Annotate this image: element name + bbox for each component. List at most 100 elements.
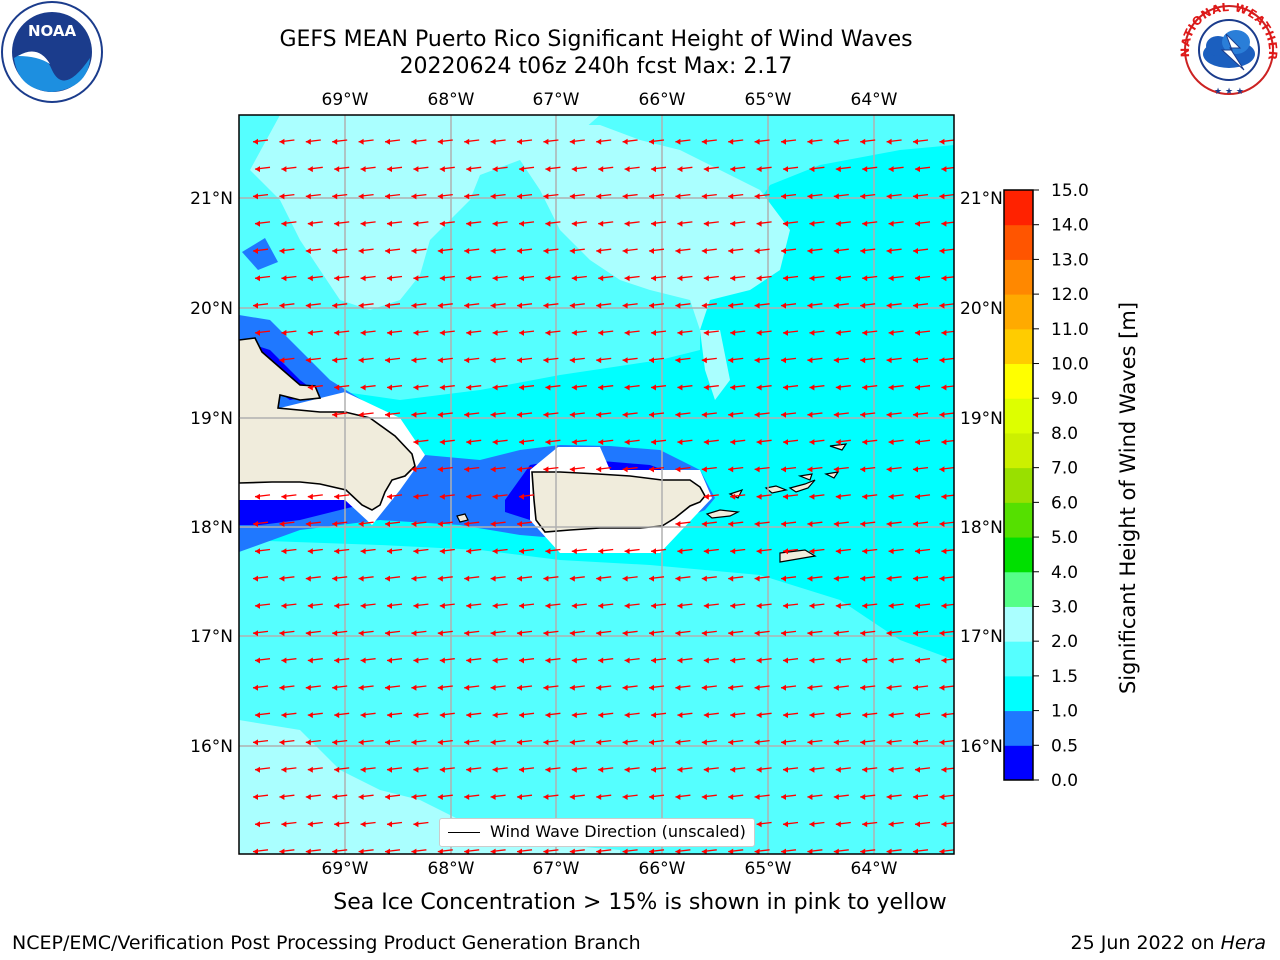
wind-wave-arrowhead	[360, 766, 366, 773]
wind-wave-arrowhead	[886, 575, 892, 582]
wind-wave-arrowhead	[334, 602, 340, 609]
wind-wave-arrowhead	[596, 138, 602, 145]
wind-wave-arrowhead	[862, 329, 868, 336]
wind-wave-arrowhead	[464, 521, 470, 527]
wind-wave-arrowhead	[466, 384, 472, 391]
wind-wave-arrowhead	[596, 794, 602, 800]
wind-wave-arrowhead	[624, 166, 630, 173]
wind-wave-arrowhead	[941, 166, 947, 173]
wind-wave-arrowhead	[334, 493, 340, 500]
lon-label-top: 66°W	[639, 90, 686, 110]
wind-wave-arrowhead	[571, 548, 577, 555]
wind-wave-arrowhead	[413, 548, 419, 555]
wind-wave-arrowhead	[675, 630, 681, 637]
wind-wave-arrowhead	[783, 548, 788, 555]
wind-wave-arrowhead	[519, 166, 524, 173]
wind-wave-arrowhead	[464, 302, 470, 309]
wind-wave-arrowhead	[464, 193, 470, 200]
wind-wave-arrowhead	[387, 766, 392, 773]
wind-wave-arrowhead	[941, 329, 947, 336]
wind-wave-arrowhead	[701, 466, 707, 473]
colorbar-tick-label: 6.0	[1051, 493, 1078, 513]
wind-wave-arrowhead	[862, 384, 868, 391]
wind-wave-arrowhead	[701, 630, 707, 637]
wind-wave-arrowhead	[862, 493, 868, 500]
wind-wave-arrowhead	[439, 275, 445, 282]
wind-wave-arrowhead	[466, 275, 472, 282]
colorbar-tick-label: 1.5	[1051, 667, 1078, 687]
wind-wave-arrowhead	[835, 220, 841, 227]
wind-wave-arrowhead	[334, 384, 340, 391]
wind-wave-arrowhead	[334, 766, 340, 773]
wind-wave-arrowhead	[728, 848, 734, 854]
wind-wave-arrowhead	[490, 521, 496, 527]
wind-wave-arrowhead	[492, 712, 498, 719]
wind-wave-arrowhead	[519, 439, 524, 446]
wind-wave-arrowhead	[730, 384, 736, 391]
gridlines	[239, 115, 954, 854]
wind-wave-arrowhead	[833, 193, 839, 200]
lon-label-top: 68°W	[428, 90, 475, 110]
wind-wave-arrowhead	[781, 138, 786, 145]
wind-wave-arrowhead	[649, 684, 654, 691]
wind-wave-arrowhead	[596, 575, 602, 582]
colorbar-segment	[1004, 675, 1033, 712]
wind-wave-arrowhead	[255, 329, 260, 336]
wind-wave-arrowhead	[939, 466, 945, 473]
wind-wave-arrowhead	[385, 684, 390, 691]
wind-wave-arrowhead	[387, 657, 392, 664]
map-plot-area	[239, 115, 954, 854]
wind-wave-arrowhead	[649, 794, 654, 800]
wind-wave-arrowhead	[783, 220, 788, 227]
wind-wave-arrowhead	[517, 466, 522, 473]
wind-wave-arrowhead	[519, 275, 524, 282]
wind-wave-arrowhead	[413, 821, 419, 828]
wind-wave-arrowhead	[439, 384, 445, 391]
wind-wave-arrowhead	[279, 684, 285, 691]
wind-wave-arrowhead	[622, 357, 628, 364]
legend-label: Wind Wave Direction (unscaled)	[490, 822, 746, 841]
wind-wave-arrowhead	[807, 411, 813, 418]
wind-wave-arrowhead	[490, 302, 496, 309]
wind-wave-arrowhead	[439, 766, 445, 773]
wind-wave-arrowhead	[360, 220, 366, 227]
wind-wave-arrowhead	[835, 548, 841, 555]
wind-wave-arrowhead	[915, 602, 920, 609]
wind-wave-arrowhead	[332, 739, 338, 746]
legend-line-swatch	[448, 832, 480, 833]
wind-wave-arrowhead	[358, 357, 364, 364]
wind-wave-arrowhead	[517, 684, 522, 691]
wind-wave-arrowhead	[253, 739, 258, 746]
wind-wave-arrowhead	[888, 275, 894, 282]
wind-wave-arrowhead	[862, 275, 868, 282]
wind-wave-arrowhead	[492, 602, 498, 609]
colorbar-segment	[1004, 467, 1033, 503]
wind-wave-arrowhead	[860, 466, 866, 473]
wind-wave-arrowhead	[411, 193, 417, 200]
wind-wave-arrowhead	[675, 575, 681, 582]
wind-wave-arrowhead	[490, 575, 496, 582]
wind-wave-arrowhead	[543, 684, 549, 691]
wind-wave-arrowhead	[624, 384, 630, 391]
wind-wave-arrowhead	[517, 521, 522, 527]
wind-wave-arrowhead	[490, 684, 496, 691]
wind-wave-arrowhead	[545, 602, 551, 609]
wind-wave-arrowhead	[411, 848, 417, 854]
wind-wave-arrowhead	[888, 220, 894, 227]
wind-wave-arrowhead	[437, 411, 443, 418]
wind-wave-arrowhead	[517, 248, 522, 254]
wind-wave-arrowhead	[255, 657, 260, 664]
wind-wave-arrowhead	[598, 766, 604, 773]
wind-wave-arrowhead	[622, 466, 628, 473]
wind-wave-arrowhead	[728, 684, 734, 691]
wind-wave-arrowhead	[886, 521, 892, 527]
wind-wave-arrowhead	[437, 575, 443, 582]
wind-wave-arrowhead	[281, 548, 287, 555]
colorbar-segment	[1004, 294, 1033, 330]
wind-wave-arrowhead	[358, 411, 364, 418]
wind-wave-arrowhead	[253, 248, 258, 254]
wind-wave-arrowhead	[387, 548, 392, 555]
wind-wave-arrowhead	[545, 220, 551, 227]
wind-wave-arrowhead	[886, 411, 892, 418]
wind-wave-arrowhead	[781, 575, 786, 582]
